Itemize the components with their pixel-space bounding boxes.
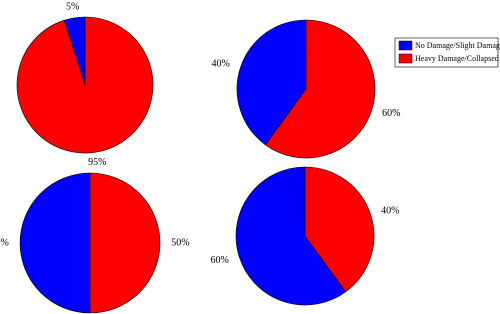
- slice-label: 5%: [66, 1, 79, 12]
- pie-slice: [235, 166, 346, 306]
- slice-label: 40%: [212, 59, 230, 70]
- legend-swatch: [398, 53, 413, 64]
- legend-swatch: [398, 40, 413, 51]
- slice-label: 40%: [381, 206, 399, 217]
- legend-label: No Damage/Slight Damage: [415, 41, 500, 50]
- pie-slice: [16, 16, 154, 154]
- pie-slice: [304, 166, 375, 293]
- slice-label: 95%: [88, 157, 106, 168]
- pie-slice: [265, 19, 376, 159]
- pie-slice: [89, 172, 161, 314]
- slice-label: 60%: [211, 255, 229, 266]
- slice-label: 60%: [382, 108, 400, 119]
- slice-label: 50%: [171, 237, 189, 248]
- pie-slice: [236, 19, 307, 146]
- legend-label: Heavy Damage/Collapsed: [415, 54, 499, 63]
- slice-label: 50%: [0, 237, 9, 248]
- pie-slice: [19, 172, 91, 314]
